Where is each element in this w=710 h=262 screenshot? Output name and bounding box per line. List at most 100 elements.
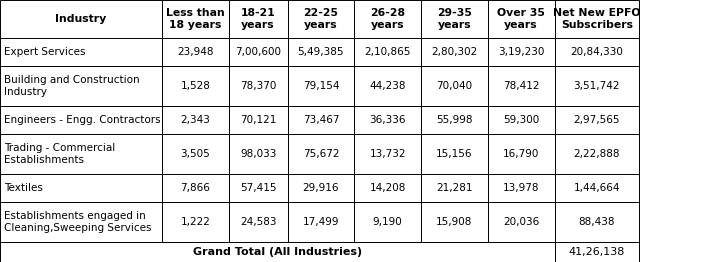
- Text: 26-28
years: 26-28 years: [370, 8, 405, 30]
- Bar: [488, 38, 555, 66]
- Text: Industry: Industry: [55, 14, 106, 24]
- Bar: [421, 0, 488, 38]
- Bar: [288, 38, 354, 66]
- Text: Over 35
years: Over 35 years: [497, 8, 545, 30]
- Bar: [0, 174, 162, 202]
- Bar: [488, 202, 555, 242]
- Text: 3,19,230: 3,19,230: [498, 47, 545, 57]
- Bar: [288, 202, 354, 242]
- Bar: [162, 0, 229, 38]
- Bar: [229, 38, 288, 66]
- Bar: [488, 174, 555, 202]
- Text: 79,154: 79,154: [302, 81, 339, 91]
- Bar: [555, 66, 639, 106]
- Text: 14,208: 14,208: [369, 183, 406, 193]
- Bar: [421, 66, 488, 106]
- Bar: [421, 174, 488, 202]
- Text: 1,222: 1,222: [180, 217, 210, 227]
- Text: 3,51,742: 3,51,742: [574, 81, 620, 91]
- Text: Textiles: Textiles: [4, 183, 43, 193]
- Text: 2,22,888: 2,22,888: [574, 149, 620, 159]
- Bar: [0, 0, 162, 38]
- Bar: [162, 106, 229, 134]
- Text: 1,528: 1,528: [180, 81, 210, 91]
- Text: Grand Total (All Industries): Grand Total (All Industries): [192, 247, 362, 257]
- Text: 75,672: 75,672: [302, 149, 339, 159]
- Text: 18-21
years: 18-21 years: [241, 8, 275, 30]
- Text: 20,036: 20,036: [503, 217, 540, 227]
- Text: 59,300: 59,300: [503, 115, 540, 125]
- Bar: [354, 134, 421, 174]
- Bar: [229, 106, 288, 134]
- Text: Less than
18 years: Less than 18 years: [166, 8, 224, 30]
- Text: 57,415: 57,415: [240, 183, 276, 193]
- Text: 7,866: 7,866: [180, 183, 210, 193]
- Bar: [162, 66, 229, 106]
- Text: 23,948: 23,948: [177, 47, 214, 57]
- Text: 1,44,664: 1,44,664: [574, 183, 620, 193]
- Bar: [229, 134, 288, 174]
- Bar: [354, 38, 421, 66]
- Bar: [421, 134, 488, 174]
- Bar: [421, 202, 488, 242]
- Bar: [555, 242, 639, 262]
- Text: 41,26,138: 41,26,138: [569, 247, 625, 257]
- Text: 15,908: 15,908: [436, 217, 473, 227]
- Bar: [555, 134, 639, 174]
- Text: 17,499: 17,499: [302, 217, 339, 227]
- Text: 7,00,600: 7,00,600: [235, 47, 281, 57]
- Text: 36,336: 36,336: [369, 115, 406, 125]
- Bar: [0, 66, 162, 106]
- Bar: [0, 106, 162, 134]
- Text: 5,49,385: 5,49,385: [297, 47, 344, 57]
- Bar: [421, 106, 488, 134]
- Bar: [0, 202, 162, 242]
- Text: 3,505: 3,505: [180, 149, 210, 159]
- Text: 2,343: 2,343: [180, 115, 210, 125]
- Text: 29,916: 29,916: [302, 183, 339, 193]
- Bar: [162, 38, 229, 66]
- Text: 13,978: 13,978: [503, 183, 540, 193]
- Bar: [288, 134, 354, 174]
- Text: 70,040: 70,040: [437, 81, 472, 91]
- Text: 15,156: 15,156: [436, 149, 473, 159]
- Text: 13,732: 13,732: [369, 149, 406, 159]
- Text: 21,281: 21,281: [436, 183, 473, 193]
- Bar: [162, 202, 229, 242]
- Text: 44,238: 44,238: [369, 81, 406, 91]
- Bar: [0, 242, 555, 262]
- Text: 2,97,565: 2,97,565: [574, 115, 620, 125]
- Bar: [488, 66, 555, 106]
- Text: 98,033: 98,033: [240, 149, 276, 159]
- Bar: [0, 38, 162, 66]
- Text: 29-35
years: 29-35 years: [437, 8, 472, 30]
- Bar: [229, 0, 288, 38]
- Bar: [229, 66, 288, 106]
- Bar: [354, 202, 421, 242]
- Bar: [229, 174, 288, 202]
- Text: 78,370: 78,370: [240, 81, 276, 91]
- Bar: [0, 134, 162, 174]
- Bar: [555, 0, 639, 38]
- Bar: [288, 174, 354, 202]
- Bar: [354, 66, 421, 106]
- Text: Establishments engaged in
Cleaning,Sweeping Services: Establishments engaged in Cleaning,Sweep…: [4, 211, 151, 233]
- Bar: [288, 106, 354, 134]
- Bar: [354, 174, 421, 202]
- Text: 20,84,330: 20,84,330: [570, 47, 623, 57]
- Text: Net New EPFO
Subscribers: Net New EPFO Subscribers: [553, 8, 640, 30]
- Bar: [488, 106, 555, 134]
- Bar: [555, 106, 639, 134]
- Text: 88,438: 88,438: [579, 217, 615, 227]
- Bar: [421, 38, 488, 66]
- Text: 2,80,302: 2,80,302: [431, 47, 478, 57]
- Text: Building and Construction
Industry: Building and Construction Industry: [4, 75, 140, 97]
- Bar: [488, 134, 555, 174]
- Bar: [162, 174, 229, 202]
- Text: 22-25
years: 22-25 years: [303, 8, 339, 30]
- Bar: [555, 202, 639, 242]
- Bar: [229, 202, 288, 242]
- Bar: [555, 38, 639, 66]
- Text: 55,998: 55,998: [436, 115, 473, 125]
- Bar: [162, 134, 229, 174]
